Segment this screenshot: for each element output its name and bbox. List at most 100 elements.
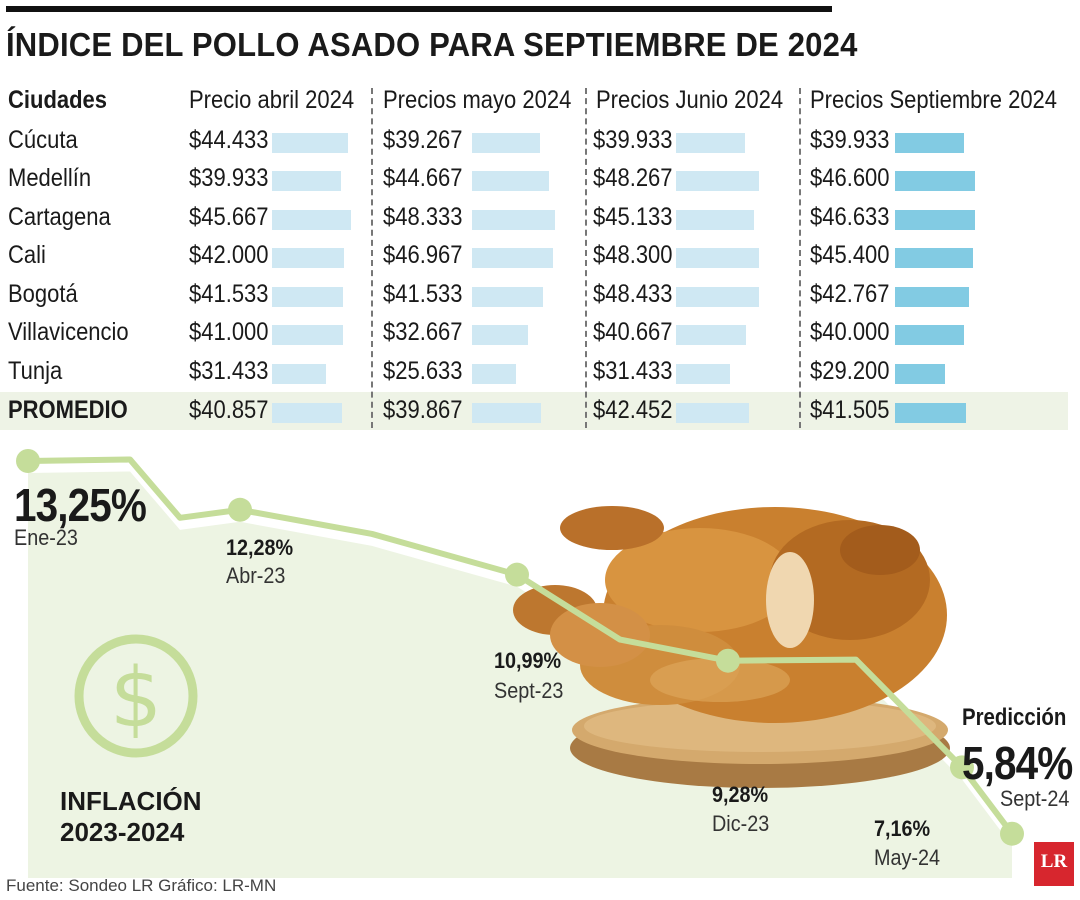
- price-value: $45.133: [593, 203, 673, 231]
- table-row: Cali $42.000 $46.967 $48.300 $45.400: [0, 237, 1080, 275]
- price-bar: [676, 248, 759, 268]
- table-row: Villavicencio $41.000 $32.667 $40.667 $40.00…: [0, 314, 1080, 352]
- column-divider: [799, 88, 801, 428]
- point-value-sept24: 5,84%: [962, 737, 1073, 789]
- price-table: Ciudades Precio abril 2024 Precios mayo …: [0, 80, 1080, 430]
- price-bar: [676, 364, 730, 384]
- price-bar: [895, 133, 964, 153]
- point-date-dic23: Dic-23: [712, 811, 770, 836]
- table-row: Medellín $39.933 $44.667 $48.267 $46.600: [0, 160, 1080, 198]
- inflation-point-marker: [16, 449, 40, 473]
- column-divider: [371, 88, 373, 428]
- top-rule: [6, 6, 832, 12]
- price-bar: [472, 133, 540, 153]
- price-bar: [676, 210, 754, 230]
- city-name: Bogotá: [8, 280, 78, 308]
- city-name: Tunja: [8, 357, 63, 385]
- price-bar: [272, 403, 342, 423]
- city-name: PROMEDIO: [8, 396, 128, 424]
- price-value: $41.505: [810, 396, 890, 424]
- price-bar: [272, 210, 351, 230]
- city-name: Villavicencio: [8, 318, 129, 346]
- price-bar: [895, 171, 975, 191]
- inflation-point-marker: [505, 562, 529, 587]
- price-value: $25.633: [383, 357, 463, 385]
- header-abril: Precio abril 2024: [189, 86, 355, 114]
- price-bar: [272, 364, 326, 384]
- point-value-dic23: 9,28%: [712, 782, 769, 807]
- source-footer: Fuente: Sondeo LR Gráfico: LR-MN: [6, 876, 277, 895]
- price-bar: [676, 133, 745, 153]
- price-value: $45.667: [189, 203, 269, 231]
- price-value: $31.433: [189, 357, 269, 385]
- point-date-sept23: Sept-23: [494, 678, 564, 703]
- price-bar: [272, 287, 343, 307]
- point-date-ene23: Ene-23: [14, 525, 78, 550]
- prediction-label: Predicción: [962, 704, 1067, 731]
- table-row: Tunja $31.433 $25.633 $31.433 $29.200: [0, 353, 1080, 391]
- price-value: $40.000: [810, 318, 890, 346]
- table-row: Cartagena $45.667 $48.333 $45.133 $46.633: [0, 199, 1080, 237]
- price-value: $41.533: [189, 280, 269, 308]
- price-value: $39.267: [383, 126, 463, 154]
- table-row: Bogotá $41.533 $41.533 $48.433 $42.767: [0, 276, 1080, 314]
- price-value: $48.333: [383, 203, 463, 231]
- point-date-sept24: Sept-24: [1000, 786, 1070, 811]
- table-row: Cúcuta $44.433 $39.267 $39.933 $39.933: [0, 122, 1080, 160]
- city-name: Cúcuta: [8, 126, 78, 154]
- price-bar: [272, 133, 348, 153]
- price-bar: [472, 403, 541, 423]
- city-name: Medellín: [8, 164, 92, 192]
- price-value: $48.267: [593, 164, 673, 192]
- inflation-point-marker: [716, 648, 740, 673]
- inflation-title-line2: 2023-2024: [60, 817, 185, 847]
- column-divider: [585, 88, 587, 428]
- price-value: $39.933: [593, 126, 673, 154]
- point-value-ene23: 13,25%: [14, 479, 147, 531]
- price-bar: [895, 403, 966, 423]
- price-bar: [895, 325, 964, 345]
- price-value: $41.000: [189, 318, 269, 346]
- price-value: $45.400: [810, 241, 890, 269]
- inflation-title: INFLACIÓN 2023-2024: [60, 786, 202, 848]
- price-bar: [472, 364, 516, 384]
- price-bar: [272, 248, 344, 268]
- point-value-abr23: 12,28%: [226, 535, 294, 560]
- price-value: $41.533: [383, 280, 463, 308]
- price-bar: [895, 287, 969, 307]
- price-value: $42.767: [810, 280, 890, 308]
- price-value: $39.867: [383, 396, 463, 424]
- price-value: $31.433: [593, 357, 673, 385]
- svg-text:$: $: [110, 651, 162, 746]
- price-bar: [272, 171, 341, 191]
- price-value: $46.967: [383, 241, 463, 269]
- price-bar: [472, 210, 555, 230]
- price-bar: [895, 364, 945, 384]
- price-bar: [895, 248, 973, 268]
- city-name: Cartagena: [8, 203, 111, 231]
- price-value: $42.000: [189, 241, 269, 269]
- page-title: ÍNDICE DEL POLLO ASADO PARA SEPTIEMBRE D…: [6, 26, 858, 63]
- header-mayo: Precios mayo 2024: [383, 86, 572, 114]
- price-bar: [676, 403, 749, 423]
- price-value: $46.633: [810, 203, 890, 231]
- price-value: $48.433: [593, 280, 673, 308]
- inflation-chart: $ 13,25% Ene-23 12,28% Abr-23 10,99% Sep…: [0, 430, 1080, 900]
- inflation-point-marker: [228, 497, 252, 522]
- header-septiembre: Precios Septiembre 2024: [810, 86, 1058, 114]
- price-bar: [472, 248, 553, 268]
- price-value: $40.857: [189, 396, 269, 424]
- price-value: $42.452: [593, 396, 673, 424]
- point-date-may24: May-24: [874, 845, 941, 870]
- city-name: Cali: [8, 241, 46, 269]
- price-value: $44.433: [189, 126, 269, 154]
- inflation-point-marker: [950, 755, 974, 780]
- price-bar: [895, 210, 975, 230]
- price-value: $44.667: [383, 164, 463, 192]
- price-value: $40.667: [593, 318, 673, 346]
- price-bar: [676, 287, 759, 307]
- price-bar: [472, 287, 543, 307]
- header-junio: Precios Junio 2024: [596, 86, 784, 114]
- lr-logo: LR: [1034, 842, 1074, 886]
- price-value: $39.933: [810, 126, 890, 154]
